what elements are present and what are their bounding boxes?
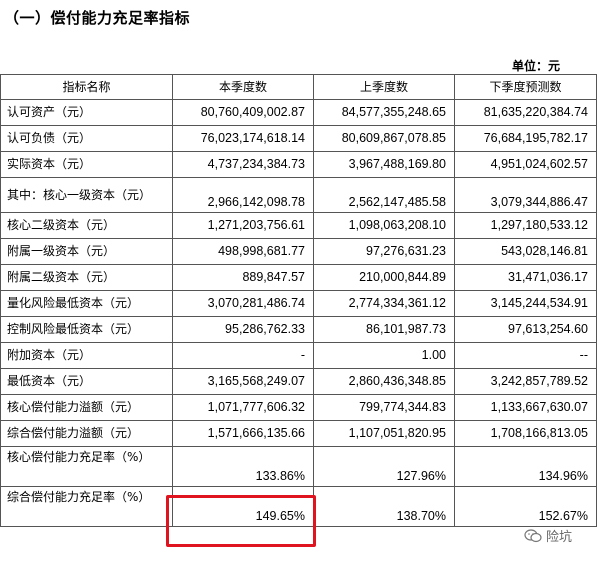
table-row: 实际资本（元） 4,737,234,384.73 3,967,488,169.8… — [0, 151, 597, 178]
cell-previous: 86,101,987.73 — [313, 316, 455, 343]
unit-label: 单位：元 — [511, 59, 560, 73]
cell-current: 3,070,281,486.74 — [172, 290, 314, 317]
row-name: 附属一级资本（元） — [0, 238, 173, 265]
row-name: 量化风险最低资本（元） — [0, 290, 173, 317]
cell-current: 4,737,234,384.73 — [172, 151, 314, 178]
row-name: 最低资本（元） — [0, 368, 173, 395]
table-row: 最低资本（元） 3,165,568,249.07 2,860,436,348.8… — [0, 368, 597, 395]
cell-forecast: 97,613,254.60 — [454, 316, 597, 343]
cell-current: 889,847.57 — [172, 264, 314, 291]
cell-forecast: 3,145,244,534.91 — [454, 290, 597, 317]
cell-forecast: 152.67% — [454, 486, 597, 527]
cell-previous: 138.70% — [313, 486, 455, 527]
cell-previous: 80,609,867,078.85 — [313, 125, 455, 152]
cell-previous: 3,967,488,169.80 — [313, 151, 455, 178]
cell-current: 1,271,203,756.61 — [172, 212, 314, 239]
row-name: 核心二级资本（元） — [0, 212, 173, 239]
cell-previous: 1,107,051,820.95 — [313, 420, 455, 447]
row-name: 实际资本（元） — [0, 151, 173, 178]
cell-previous: 2,562,147,485.58 — [313, 177, 455, 213]
cell-forecast: 3,079,344,886.47 — [454, 177, 597, 213]
table-row: 控制风险最低资本（元） 95,286,762.33 86,101,987.73 … — [0, 316, 597, 343]
header-forecast: 下季度预测数 — [454, 74, 597, 100]
cell-forecast: 134.96% — [454, 446, 597, 487]
highlight-box — [166, 495, 316, 547]
cell-forecast: 1,133,667,630.07 — [454, 394, 597, 421]
table-row: 量化风险最低资本（元） 3,070,281,486.74 2,774,334,3… — [0, 290, 597, 317]
table-row: 综合偿付能力溢额（元） 1,571,666,135.66 1,107,051,8… — [0, 420, 597, 447]
cell-previous: 210,000,844.89 — [313, 264, 455, 291]
row-name: 其中：核心一级资本（元） — [0, 177, 173, 213]
table-row: 认可资产（元） 80,760,409,002.87 84,577,355,248… — [0, 99, 597, 126]
cell-forecast: -- — [454, 342, 597, 369]
header-current: 本季度数 — [172, 74, 314, 100]
table-row: 附属一级资本（元） 498,998,681.77 97,276,631.23 5… — [0, 238, 597, 265]
cell-previous: 127.96% — [313, 446, 455, 487]
wechat-icon — [524, 528, 542, 542]
cell-current: 95,286,762.33 — [172, 316, 314, 343]
cell-forecast: 1,708,166,813.05 — [454, 420, 597, 447]
row-name: 控制风险最低资本（元） — [0, 316, 173, 343]
cell-forecast: 81,635,220,384.74 — [454, 99, 597, 126]
cell-current: 80,760,409,002.87 — [172, 99, 314, 126]
cell-current: - — [172, 342, 314, 369]
table-row: 其中：核心一级资本（元） 2,966,142,098.78 2,562,147,… — [0, 177, 597, 213]
table-row: 认可负债（元） 76,023,174,618.14 80,609,867,078… — [0, 125, 597, 152]
cell-previous: 97,276,631.23 — [313, 238, 455, 265]
row-name: 附加资本（元） — [0, 342, 173, 369]
cell-previous: 84,577,355,248.65 — [313, 99, 455, 126]
table-row: 附加资本（元） - 1.00 -- — [0, 342, 597, 369]
watermark: 险坑 — [524, 526, 572, 545]
cell-previous: 2,860,436,348.85 — [313, 368, 455, 395]
watermark-text: 险坑 — [546, 530, 573, 545]
cell-current: 1,071,777,606.32 — [172, 394, 314, 421]
cell-current: 3,165,568,249.07 — [172, 368, 314, 395]
row-name: 认可资产（元） — [0, 99, 173, 126]
cell-forecast: 31,471,036.17 — [454, 264, 597, 291]
row-name: 综合偿付能力充足率（%） — [0, 486, 173, 527]
table-header-row: 指标名称 本季度数 上季度数 下季度预测数 — [0, 74, 597, 100]
table-row: 核心偿付能力充足率（%） 133.86% 127.96% 134.96% — [0, 446, 597, 487]
row-name: 综合偿付能力溢额（元） — [0, 420, 173, 447]
cell-previous: 1.00 — [313, 342, 455, 369]
section-title: （一）偿付能力充足率指标 — [4, 9, 191, 27]
cell-current: 76,023,174,618.14 — [172, 125, 314, 152]
row-name: 认可负债（元） — [0, 125, 173, 152]
solvency-table: 指标名称 本季度数 上季度数 下季度预测数 认可资产（元） 80,760,409… — [0, 74, 597, 527]
table-row: 附属二级资本（元） 889,847.57 210,000,844.89 31,4… — [0, 264, 597, 291]
header-previous: 上季度数 — [313, 74, 455, 100]
table-row: 综合偿付能力充足率（%） 149.65% 138.70% 152.67% — [0, 486, 597, 527]
row-name: 附属二级资本（元） — [0, 264, 173, 291]
cell-forecast: 543,028,146.81 — [454, 238, 597, 265]
cell-forecast: 76,684,195,782.17 — [454, 125, 597, 152]
cell-current: 149.65% — [172, 486, 314, 527]
cell-forecast: 4,951,024,602.57 — [454, 151, 597, 178]
cell-previous: 799,774,344.83 — [313, 394, 455, 421]
cell-current: 2,966,142,098.78 — [172, 177, 314, 213]
row-name: 核心偿付能力充足率（%） — [0, 446, 173, 487]
cell-forecast: 1,297,180,533.12 — [454, 212, 597, 239]
row-name: 核心偿付能力溢额（元） — [0, 394, 173, 421]
cell-current: 498,998,681.77 — [172, 238, 314, 265]
table-row: 核心二级资本（元） 1,271,203,756.61 1,098,063,208… — [0, 212, 597, 239]
table-row: 核心偿付能力溢额（元） 1,071,777,606.32 799,774,344… — [0, 394, 597, 421]
cell-current: 133.86% — [172, 446, 314, 487]
cell-previous: 2,774,334,361.12 — [313, 290, 455, 317]
cell-forecast: 3,242,857,789.52 — [454, 368, 597, 395]
cell-current: 1,571,666,135.66 — [172, 420, 314, 447]
cell-previous: 1,098,063,208.10 — [313, 212, 455, 239]
header-indicator: 指标名称 — [0, 74, 173, 100]
